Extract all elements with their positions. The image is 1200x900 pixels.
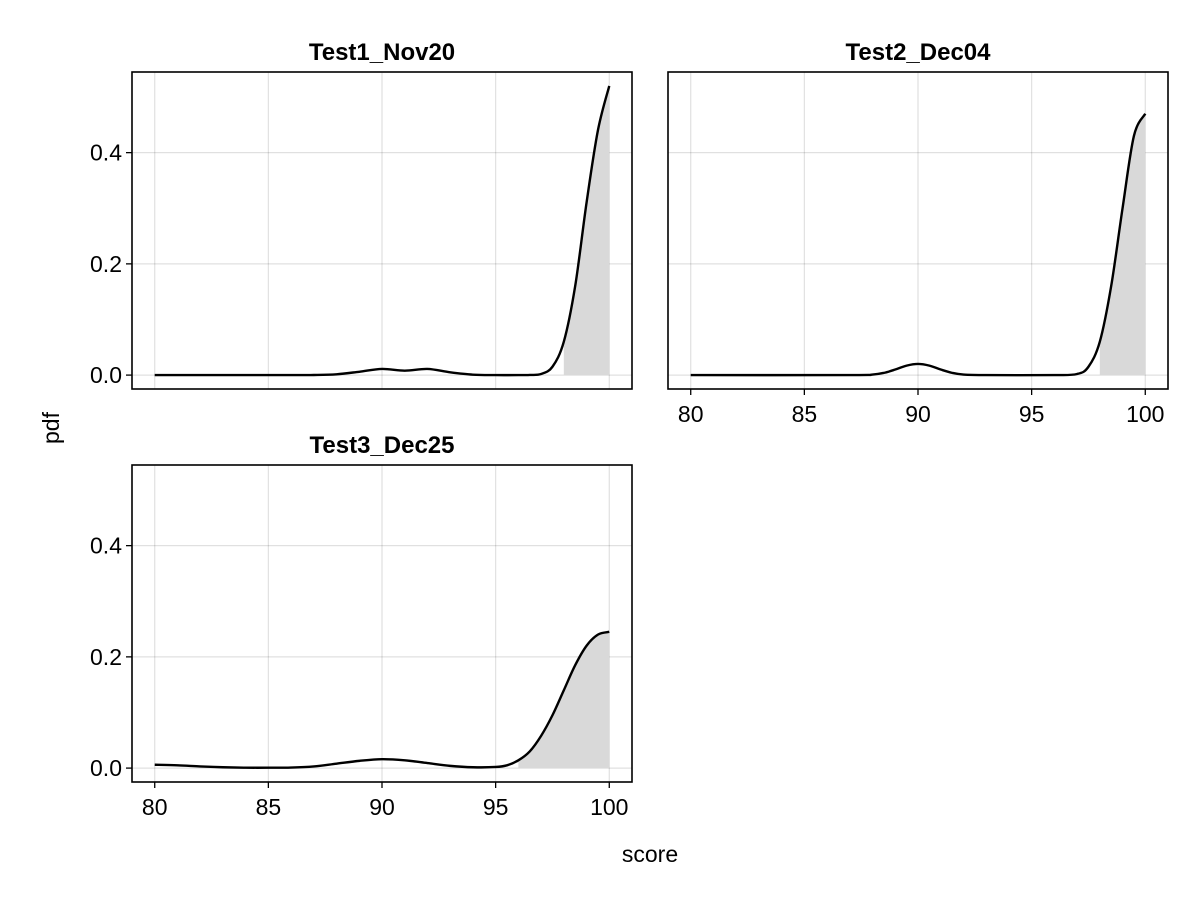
x-tick-label: 95 (1019, 401, 1045, 427)
x-axis-label: score (622, 841, 678, 867)
x-tick-label: 100 (590, 794, 628, 820)
x-tick-label: 85 (792, 401, 818, 427)
y-tick-label: 0.2 (90, 251, 122, 277)
density-fill-area (518, 631, 610, 769)
panel-title: Test2_Dec04 (846, 39, 992, 66)
x-tick-label: 85 (256, 794, 282, 820)
density-fill-area (1099, 113, 1146, 376)
panel-title: Test3_Dec25 (310, 432, 455, 459)
density-curve (154, 630, 610, 769)
y-tick-label: 0.0 (90, 362, 122, 388)
y-axis-label: pdf (38, 411, 64, 444)
density-fill-area (563, 85, 610, 376)
x-tick-label: 95 (483, 794, 509, 820)
x-tick-label: 90 (905, 401, 931, 427)
x-tick-label: 100 (1126, 401, 1164, 427)
y-tick-label: 0.2 (90, 644, 122, 670)
x-tick-label: 90 (369, 794, 395, 820)
panel-1: Test1_Nov20 0.0 0.2 0.4 (90, 39, 633, 390)
x-tick-label: 80 (142, 794, 168, 820)
axes-frame (131, 71, 633, 390)
x-tick-label: 80 (678, 401, 704, 427)
density-curve (154, 85, 611, 377)
y-tick-label: 0.4 (90, 533, 122, 559)
y-tick-label: 0.0 (90, 755, 122, 781)
density-curve (690, 113, 1147, 377)
panels: Test1_Nov20 0.0 0.2 0.4 Test2_Dec04 80 85 90 95 1… (90, 39, 1169, 820)
panel-title: Test1_Nov20 (309, 39, 455, 66)
y-tick-label: 0.4 (90, 140, 122, 166)
panel-3: Test3_Dec25 0.0 0.2 0.4 80 85 90 95 100 (90, 432, 633, 820)
panel-2: Test2_Dec04 80 85 90 95 100 (667, 39, 1169, 427)
